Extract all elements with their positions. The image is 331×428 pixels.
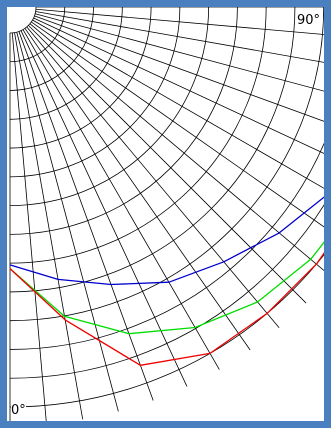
angular-spoke — [34, 15, 324, 122]
angular-spoke — [33, 17, 324, 154]
series-line-2 — [9, 241, 324, 335]
radial-ring — [9, 142, 324, 350]
angular-spoke — [26, 26, 280, 328]
angular-spoke — [29, 23, 324, 271]
angle-label-90: 90° — [295, 13, 321, 28]
series-line-1 — [9, 196, 324, 286]
series-curves — [9, 196, 324, 366]
angular-spoke — [35, 8, 324, 35]
angular-spoke — [18, 31, 154, 401]
angular-spoke — [35, 13, 324, 92]
angular-spoke — [24, 28, 251, 351]
angular-spoke — [20, 30, 188, 387]
polar-plot — [9, 7, 324, 421]
angular-spoke — [22, 29, 220, 370]
angular-spoke — [16, 32, 119, 412]
angular-spoke — [31, 21, 324, 228]
angular-spoke — [28, 25, 307, 304]
angular-spoke — [11, 32, 47, 421]
angle-label-0: 0° — [11, 403, 26, 418]
angular-spoke — [35, 11, 324, 63]
series-line-3 — [9, 252, 324, 366]
radial-ring — [9, 254, 324, 408]
angular-spoke — [32, 19, 324, 189]
polar-grid — [9, 7, 324, 421]
angular-spoke — [14, 32, 84, 420]
